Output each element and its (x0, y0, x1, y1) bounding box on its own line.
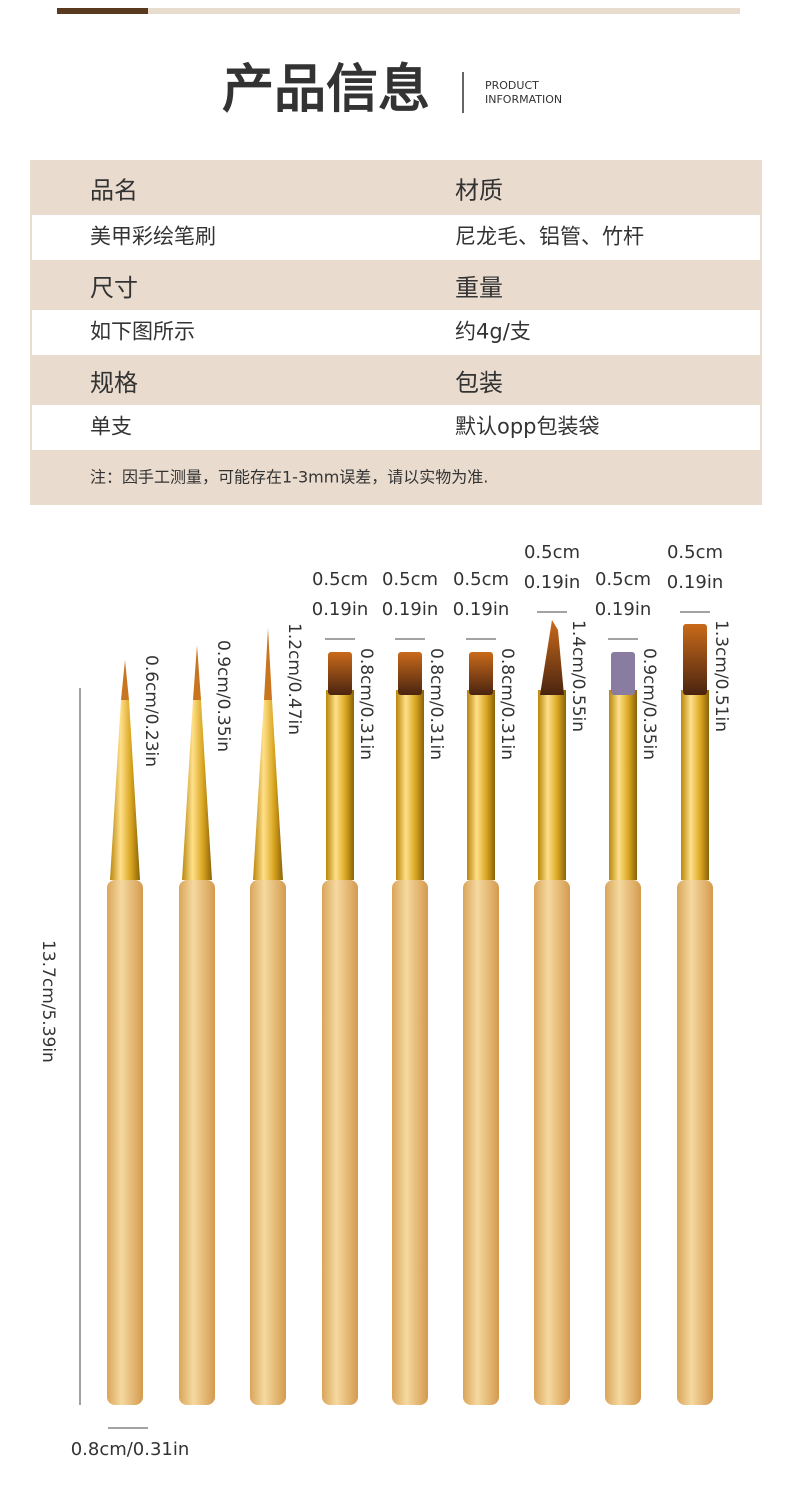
brush-handle (605, 880, 641, 1405)
brush-handle (107, 880, 143, 1405)
brush-tip (540, 620, 564, 695)
tip-width: 0.19in (453, 599, 510, 620)
brush-ferrule (182, 700, 212, 880)
brush-tip (264, 628, 272, 700)
brush-ferrule (609, 690, 637, 880)
brush-ferrule (681, 690, 709, 880)
brush-handle (250, 880, 286, 1405)
brush-tip (328, 652, 352, 695)
brush-handle (677, 880, 713, 1405)
brush-ferrule (110, 700, 140, 880)
tip-length: 0.8cm/0.31in (426, 648, 446, 760)
overall-length: 13.7cm/5.39in (38, 940, 58, 1063)
brush-handle (322, 880, 358, 1405)
brush-handle (179, 880, 215, 1405)
table-row (32, 405, 760, 450)
table-header: 规格 (90, 369, 138, 397)
brush-tip (398, 652, 422, 695)
tip-length: 1.2cm/0.47in (284, 623, 304, 735)
tip-length: 0.8cm/0.31in (497, 648, 517, 760)
brush-ferrule (396, 690, 424, 880)
progress-fill (57, 8, 148, 14)
table-cell: 如下图所示 (90, 320, 195, 344)
tip-width: 0.5cm (453, 569, 509, 590)
brush-tip (683, 624, 707, 695)
brush-handle (463, 880, 499, 1405)
subtitle: INFORMATION (485, 93, 562, 106)
tip-width: 0.5cm (382, 569, 438, 590)
brush-handle (534, 880, 570, 1405)
tip-width: 0.5cm (595, 569, 651, 590)
tip-width: 0.19in (595, 599, 652, 620)
table-cell: 尼龙毛、铝管、竹杆 (455, 225, 644, 249)
tip-width: 0.19in (382, 599, 439, 620)
table-header: 品名 (90, 177, 138, 205)
table-header: 包装 (455, 369, 503, 397)
tip-length: 0.6cm/0.23in (141, 655, 161, 767)
table-note: 注：因手工测量，可能存在1-3mm误差，请以实物为准. (90, 468, 488, 487)
tip-width: 0.19in (312, 599, 369, 620)
tip-length: 0.8cm/0.31in (356, 648, 376, 760)
brush-handle (392, 880, 428, 1405)
tip-length: 1.4cm/0.55in (568, 620, 588, 732)
brush-ferrule (538, 690, 566, 880)
table-row (32, 310, 760, 355)
tip-length: 1.3cm/0.51in (711, 620, 731, 732)
handle-width: 0.8cm/0.31in (71, 1439, 190, 1460)
tip-length: 0.9cm/0.35in (639, 648, 659, 760)
brush-tip (469, 652, 493, 695)
tip-width: 0.19in (524, 572, 581, 593)
tip-width: 0.19in (667, 572, 724, 593)
table-cell: 单支 (90, 415, 132, 439)
table-row (32, 215, 760, 260)
brush-tip (121, 660, 129, 700)
table-header: 尺寸 (90, 274, 138, 302)
tip-width: 0.5cm (312, 569, 368, 590)
brush-ferrule (253, 700, 283, 880)
title: 产品信息 (222, 60, 430, 120)
tip-width: 0.5cm (667, 542, 723, 563)
table-header: 材质 (455, 177, 503, 205)
tip-width: 0.5cm (524, 542, 580, 563)
brush-ferrule (467, 690, 495, 880)
table-cell: 美甲彩绘笔刷 (90, 225, 216, 249)
progress-track (57, 8, 740, 14)
table-cell: 约4g/支 (455, 320, 531, 344)
subtitle: PRODUCT (485, 79, 539, 92)
brush-tip (193, 645, 201, 700)
tip-length: 0.9cm/0.35in (213, 640, 233, 752)
table-header: 重量 (455, 274, 503, 302)
brush-tip (611, 652, 635, 695)
table-cell: 默认opp包装袋 (455, 415, 600, 439)
brush-ferrule (326, 690, 354, 880)
